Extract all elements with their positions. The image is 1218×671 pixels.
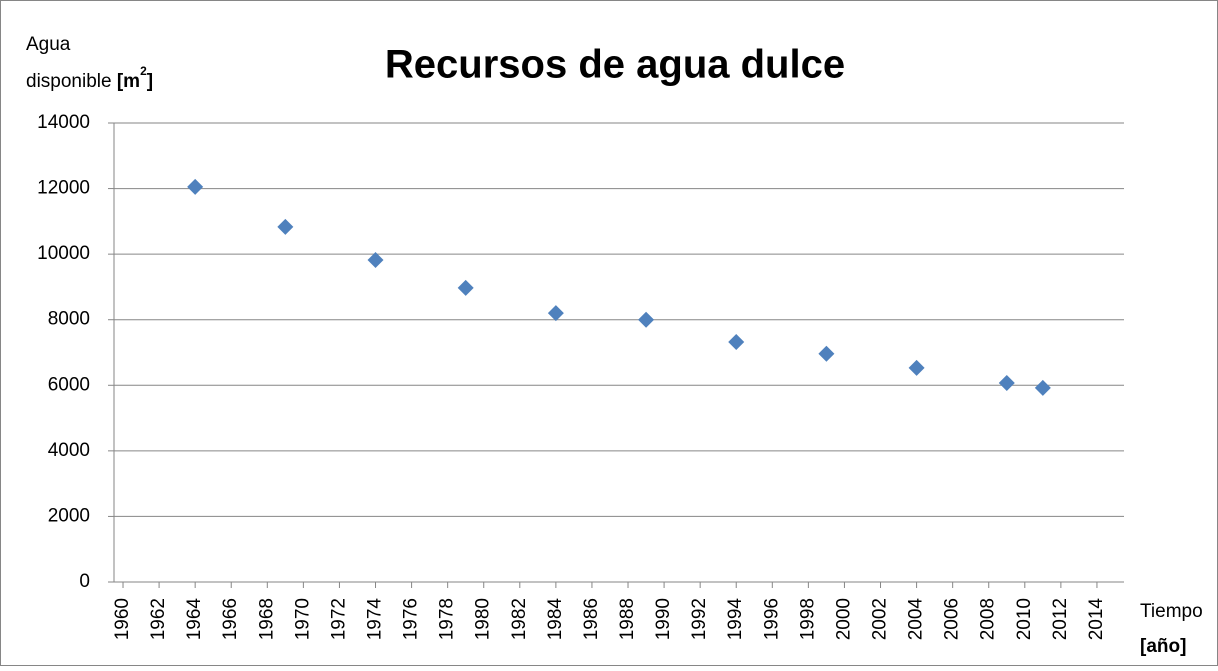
x-axis-label: Tiempo: [1140, 601, 1203, 622]
y-tick-label: 14000: [37, 112, 90, 133]
x-tick-label: 1974: [365, 598, 386, 641]
x-axis-unit: [año]: [1140, 636, 1186, 657]
data-point: [908, 359, 925, 376]
data-point: [187, 178, 204, 195]
x-tick-label: 1982: [509, 598, 530, 640]
x-tick-label: 1978: [437, 598, 458, 640]
x-tick-label: 1984: [545, 598, 566, 641]
y-tick-label: 6000: [48, 374, 90, 395]
data-point: [638, 311, 655, 328]
y-axis-unit: ]: [147, 71, 153, 92]
chart-title: Recursos de agua dulce: [385, 43, 845, 87]
y-tick-label: 2000: [48, 505, 90, 526]
x-tick-label: 1988: [617, 598, 638, 640]
y-tick-label: 0: [79, 571, 90, 592]
x-tick-label: 2006: [942, 598, 963, 640]
x-tick-label: 1990: [653, 598, 674, 640]
x-tick-label: 1976: [401, 598, 422, 640]
x-tick-label: 1980: [473, 598, 494, 640]
x-tick-label: 1996: [761, 598, 782, 640]
y-axis-label: Agua: [26, 34, 71, 55]
x-tick-label: 2014: [1086, 598, 1107, 641]
data-point: [818, 345, 835, 362]
data-point: [457, 279, 474, 296]
x-tick-label: 2002: [870, 598, 891, 640]
x-tick-label: 2004: [906, 598, 927, 641]
x-tick-label: 1994: [725, 598, 746, 641]
x-tick-label: 1966: [220, 598, 241, 640]
y-axis-label-text: disponible: [26, 71, 112, 92]
data-point: [547, 305, 564, 322]
data-point: [277, 218, 294, 235]
y-axis-unit-sup: 2: [140, 64, 147, 78]
x-tick-label: 2012: [1050, 598, 1071, 640]
data-point: [728, 334, 745, 351]
x-tick-label: 1960: [112, 598, 133, 640]
data-point: [1034, 379, 1051, 396]
x-tick-label: 2008: [978, 598, 999, 640]
x-tick-label: 1964: [184, 598, 205, 641]
x-tick-label: 2010: [1014, 598, 1035, 640]
y-axis-unit: [m: [117, 71, 140, 92]
y-axis-label: disponible [m2]: [26, 64, 153, 92]
x-tick-label: 2000: [833, 598, 854, 640]
x-tick-label: 1986: [581, 598, 602, 640]
x-tick-label: 1998: [797, 598, 818, 640]
y-tick-label: 4000: [48, 440, 90, 461]
x-tick-label: 1972: [328, 598, 349, 640]
data-point: [367, 252, 384, 269]
x-tick-label: 1968: [256, 598, 277, 640]
y-tick-label: 10000: [37, 243, 90, 264]
y-tick-label: 12000: [37, 178, 90, 199]
x-tick-label: 1992: [689, 598, 710, 640]
y-tick-label: 8000: [48, 309, 90, 330]
x-tick-label: 1970: [292, 598, 313, 640]
data-point: [998, 374, 1015, 391]
x-tick-label: 1962: [148, 598, 169, 640]
